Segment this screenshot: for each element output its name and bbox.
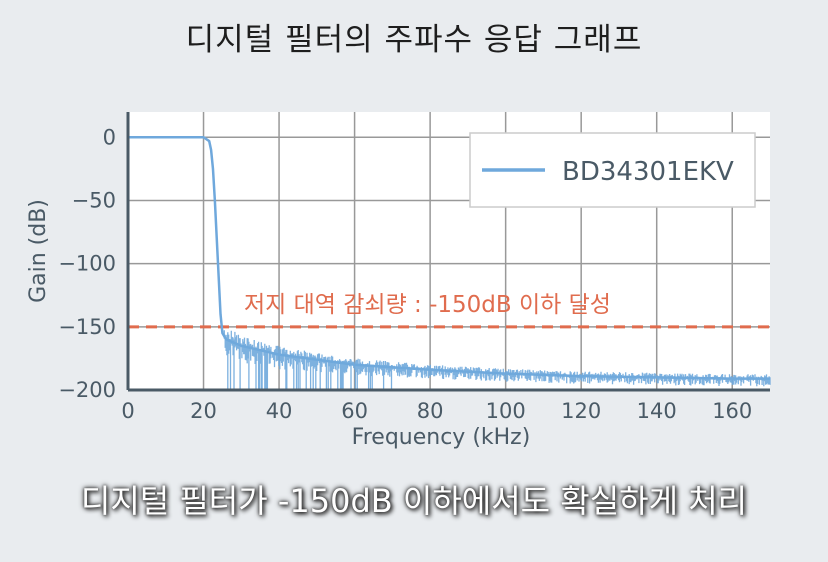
threshold-label: 저지 대역 감쇠량 : -150dB 이하 달성	[244, 292, 611, 318]
legend-label: BD34301EKV	[562, 157, 734, 187]
tick-labels: 0 20 40 60 80 100 120 140 160 0 −50 −100 −150 −200	[58, 125, 752, 423]
y-tick-label: 0	[103, 125, 116, 149]
x-tick-label: 60	[341, 399, 368, 423]
x-tick-label: 160	[712, 399, 752, 423]
x-tick-label: 100	[486, 399, 526, 423]
chart-title: 디지털 필터의 주파수 응답 그래프	[185, 22, 643, 58]
x-tick-label: 40	[266, 399, 293, 423]
caption: 디지털 필터가 -150dB 이하에서도 확실하게 처리	[80, 482, 748, 520]
x-tick-label: 20	[190, 399, 217, 423]
legend: BD34301EKV	[469, 132, 756, 208]
y-axis-label: Gain (dB)	[26, 199, 51, 303]
x-tick-label: 80	[417, 399, 444, 423]
y-tick-label: −200	[58, 378, 116, 402]
y-tick-label: −100	[58, 252, 116, 276]
x-tick-label: 0	[121, 399, 134, 423]
stopband-noise	[223, 330, 771, 390]
x-axis-label: Frequency (kHz)	[352, 425, 531, 450]
x-tick-label: 120	[561, 399, 601, 423]
y-tick-label: −150	[58, 315, 116, 339]
data-layer	[128, 136, 771, 390]
y-tick-label: −50	[72, 188, 116, 212]
x-tick-label: 140	[637, 399, 677, 423]
